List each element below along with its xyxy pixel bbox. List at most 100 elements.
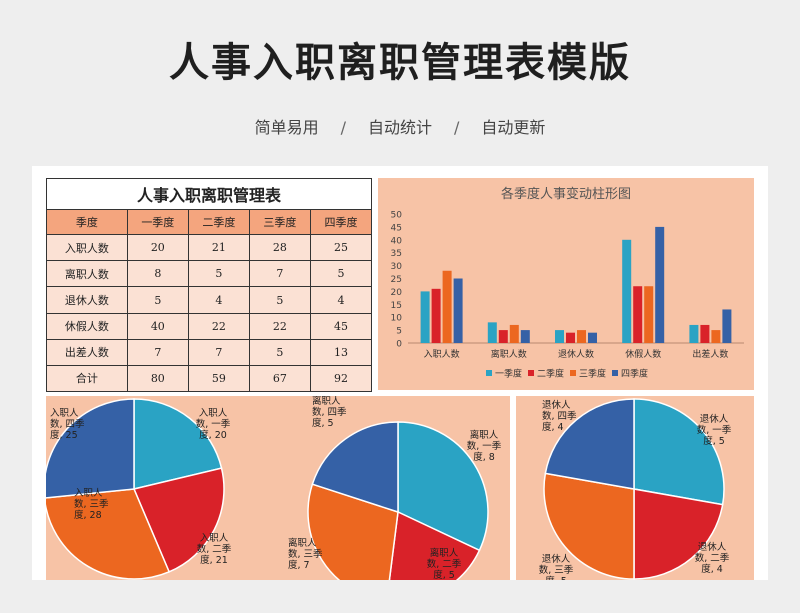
bar <box>689 324 699 343</box>
pie-data-label: 离职人数, 四季度, 5 <box>312 396 347 429</box>
bar <box>577 330 586 343</box>
table-cell: 21 <box>187 234 250 262</box>
bar <box>711 330 721 343</box>
table-row: 退休人数 5 4 5 4 <box>46 286 373 314</box>
table-cell: 5 <box>126 286 189 314</box>
table-cell: 22 <box>187 312 250 340</box>
bar <box>655 226 665 343</box>
table-cell: 45 <box>309 312 373 340</box>
bar <box>431 288 441 343</box>
table-row: 出差人数 7 7 5 13 <box>46 338 373 366</box>
bar <box>622 239 632 343</box>
pie-slice <box>43 488 171 580</box>
pie-data-label: 退休人数, 二季度, 4 <box>695 541 730 575</box>
table-cell: 休假人数 <box>46 312 128 340</box>
pie-data-label: 退休人数, 四季度, 4 <box>542 399 577 433</box>
y-tick-label: 20 <box>391 288 403 298</box>
legend-swatch <box>570 370 576 376</box>
pie-slice <box>633 488 724 580</box>
bar-chart-panel: 各季度人事变动柱形图 0 5 10 15 20 25 30 35 40 45 50 入职人数 离职人数 退休… <box>378 178 754 390</box>
table-cell: 5 <box>248 338 311 366</box>
table-cell: 合计 <box>46 364 128 393</box>
table-cell: 28 <box>248 234 311 262</box>
bar <box>509 324 519 343</box>
pie-chart-resign: 离职人数, 一季度, 8 离职人数, 二季度, 5 离职人数, 三季度, 7 离职人数… <box>288 395 502 580</box>
bar <box>588 332 597 343</box>
y-tick-label: 35 <box>391 249 402 259</box>
pie-slice <box>133 398 223 490</box>
legend-swatch <box>612 370 618 376</box>
table-cell: 7 <box>126 338 189 366</box>
table-cell: 59 <box>187 364 250 393</box>
subtitle-item-easy: 简单易用 <box>254 118 319 137</box>
table-cell: 出差人数 <box>46 338 128 366</box>
y-tick-label: 5 <box>396 327 402 337</box>
pie-chart-panel-resign: 离职人数, 一季度, 8 离职人数, 二季度, 5 离职人数, 三季度, 7 离职人数… <box>284 395 510 580</box>
table-row: 休假人数 40 22 22 45 <box>46 312 373 340</box>
table-header-cell: 一季度 <box>126 209 189 236</box>
pie-data-label: 入职人数, 四季度, 25 <box>50 408 85 441</box>
hr-table: 人事入职离职管理表 季度 一季度 二季度 三季度 四季度 入职人数 20 21 … <box>46 177 373 393</box>
table-row: 离职人数 8 5 7 5 <box>46 260 373 288</box>
spreadsheet-preview: 人事入职离职管理表 季度 一季度 二季度 三季度 四季度 入职人数 20 21 … <box>32 166 768 580</box>
table-cell: 4 <box>309 286 373 314</box>
pie-data-label: 退休人数, 一季度, 5 <box>697 413 732 447</box>
y-tick-label: 25 <box>391 275 402 285</box>
pie-data-label: 入职人数, 二季度, 21 <box>197 533 232 566</box>
subtitle-separator: / <box>340 118 346 137</box>
bar-chart-title: 各季度人事变动柱形图 <box>501 186 631 202</box>
bar-chart: 各季度人事变动柱形图 0 5 10 15 20 25 30 35 40 45 50 入职人数 离职人数 退休… <box>391 186 744 380</box>
x-tick-label: 入职人数 <box>424 348 460 360</box>
legend-swatch <box>486 370 492 376</box>
table-header-cell: 季度 <box>46 209 128 236</box>
pie-data-label: 离职人数, 三季度, 7 <box>288 537 323 571</box>
table-cell: 5 <box>309 260 373 288</box>
pie-chart-retire: 退休人数, 一季度, 5 退休人数, 二季度, 4 退休人数, 三季度, 5 退休人数… <box>539 398 732 580</box>
pie-slice <box>544 398 635 490</box>
legend-swatch <box>528 370 534 376</box>
subtitle: 简单易用 / 自动统计 / 自动更新 <box>0 114 800 138</box>
table-cell: 92 <box>309 364 373 393</box>
x-tick-label: 退休人数 <box>558 348 594 360</box>
table-total-row: 合计 80 59 67 92 <box>46 364 373 393</box>
pie-slice <box>388 510 481 580</box>
table-cell: 25 <box>309 234 373 262</box>
table-cell: 5 <box>187 260 250 288</box>
pie-slice <box>397 421 489 552</box>
pie-slice <box>311 421 399 514</box>
bar <box>498 330 508 343</box>
y-tick-label: 10 <box>391 314 403 324</box>
bar <box>555 330 564 343</box>
page-title: 人事入职离职管理表模版 <box>169 40 631 86</box>
x-tick-label: 离职人数 <box>491 348 527 360</box>
bar <box>644 286 654 343</box>
bar <box>487 322 497 343</box>
table-cell: 20 <box>126 234 189 262</box>
x-tick-label: 休假人数 <box>625 348 661 360</box>
subtitle-item-auto-stats: 自动统计 <box>367 118 432 137</box>
pie-slice <box>543 472 635 580</box>
table-cell: 22 <box>248 312 311 340</box>
table-cell: 67 <box>248 364 311 393</box>
bar <box>722 309 732 343</box>
table-cell: 13 <box>309 338 373 366</box>
y-tick-label: 50 <box>391 211 403 221</box>
table-header-cell: 三季度 <box>248 209 311 236</box>
bar <box>520 330 530 343</box>
hr-data-table: 人事入职离职管理表 季度 一季度 二季度 三季度 四季度 入职人数 20 21 … <box>46 177 373 393</box>
y-tick-label: 0 <box>396 340 402 350</box>
bar <box>700 324 710 343</box>
table-header-cell: 四季度 <box>309 209 373 236</box>
table-row: 入职人数 20 21 28 25 <box>46 234 373 262</box>
table-cell: 7 <box>187 338 250 366</box>
table-cell: 4 <box>187 286 250 314</box>
pie-data-label: 离职人数, 一季度, 8 <box>467 429 502 463</box>
bar <box>420 291 430 343</box>
pie-data-label: 入职人数, 一季度, 20 <box>196 408 231 441</box>
legend-label: 一季度 <box>495 368 522 380</box>
table-cell: 退休人数 <box>46 286 128 314</box>
y-tick-label: 15 <box>391 301 402 311</box>
y-tick-label: 45 <box>391 223 402 233</box>
table-cell: 40 <box>126 312 189 340</box>
table-header-cell: 二季度 <box>187 209 250 236</box>
